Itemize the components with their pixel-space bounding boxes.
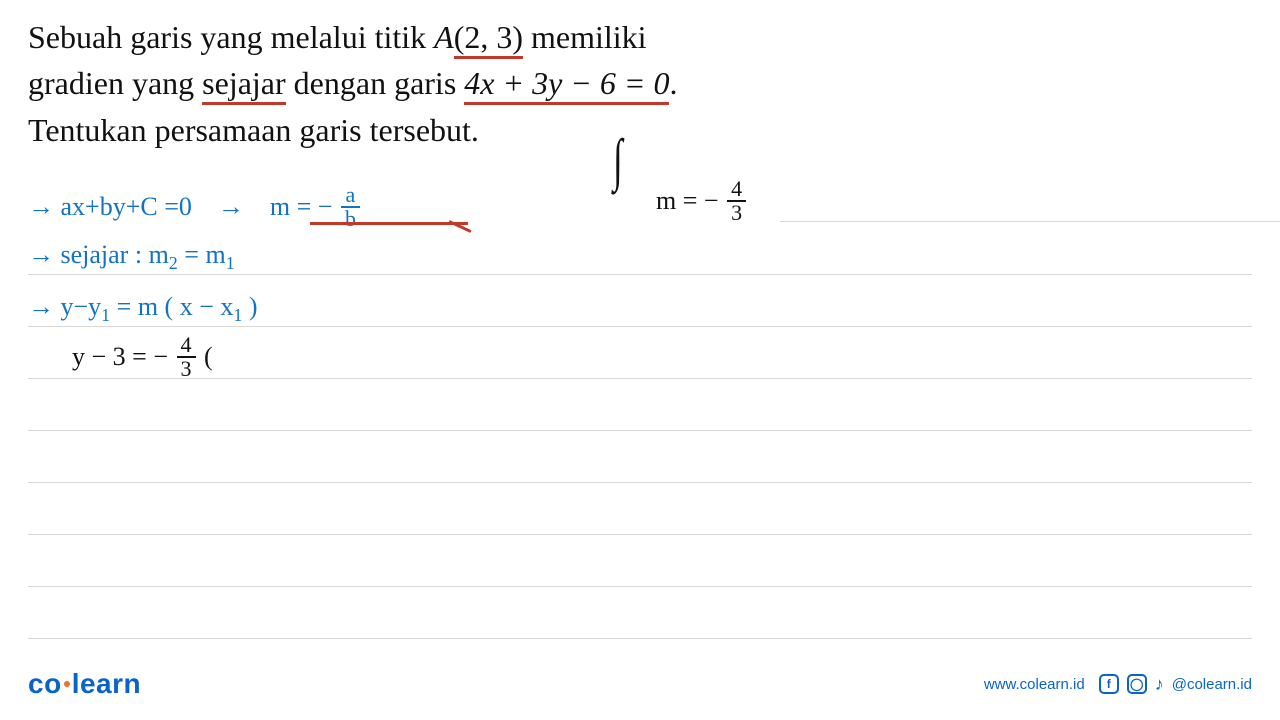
arrow: → — [218, 192, 244, 221]
text: m = − — [656, 186, 719, 215]
text: dengan garis — [286, 65, 465, 101]
given-equation: 4x + 3y − 6 = 0 — [464, 65, 669, 105]
rule-line — [28, 431, 1252, 483]
facebook-icon[interactable]: f — [1099, 674, 1119, 694]
text: Sebuah garis yang melalui titik — [28, 19, 434, 55]
numerator: 4 — [727, 178, 746, 200]
logo-left: co — [28, 668, 62, 699]
point-var: A — [434, 19, 454, 55]
rule-line — [28, 535, 1252, 587]
tiktok-icon[interactable]: ♪ — [1155, 674, 1164, 695]
rule-line — [28, 587, 1252, 639]
text: memiliki — [523, 19, 647, 55]
point-value: (2, 3) — [454, 19, 523, 59]
rule-line — [28, 327, 1252, 379]
denominator: 3 — [727, 200, 746, 224]
text: . — [669, 65, 677, 101]
rule-lines-full — [28, 223, 1252, 639]
instagram-icon[interactable]: ◯ — [1127, 674, 1147, 694]
footer: colearn www.colearn.id f ◯ ♪ @colearn.id — [28, 668, 1252, 700]
rule-line — [28, 223, 1252, 275]
logo-right: learn — [72, 668, 141, 699]
logo-dot-icon — [64, 681, 70, 687]
social-icons: f ◯ ♪ @colearn.id — [1099, 674, 1252, 695]
rule-lines-right — [780, 170, 1280, 222]
rule-line — [28, 379, 1252, 431]
numerator: a — [341, 184, 360, 206]
footer-url[interactable]: www.colearn.id — [984, 676, 1085, 693]
problem-line-2: gradien yang sejajar dengan garis 4x + 3… — [28, 60, 677, 106]
footer-handle[interactable]: @colearn.id — [1172, 676, 1252, 693]
text: gradien yang — [28, 65, 202, 101]
rule-line — [28, 483, 1252, 535]
fraction: 4 3 — [727, 178, 746, 224]
text: → ax+by+C =0 — [28, 192, 192, 221]
problem-line-3: Tentukan persamaan garis tersebut. — [28, 107, 677, 153]
curly-brace: ∫ — [613, 126, 623, 193]
rule-line — [780, 170, 1280, 222]
text: m = − — [270, 192, 333, 221]
problem-line-1: Sebuah garis yang melalui titik A(2, 3) … — [28, 14, 677, 60]
sejajar: sejajar — [202, 65, 286, 105]
rule-line — [28, 275, 1252, 327]
hand-slope-result: m = − 4 3 — [656, 180, 748, 226]
problem-text: Sebuah garis yang melalui titik A(2, 3) … — [28, 14, 677, 153]
logo: colearn — [28, 668, 141, 700]
footer-right: www.colearn.id f ◯ ♪ @colearn.id — [984, 674, 1252, 695]
